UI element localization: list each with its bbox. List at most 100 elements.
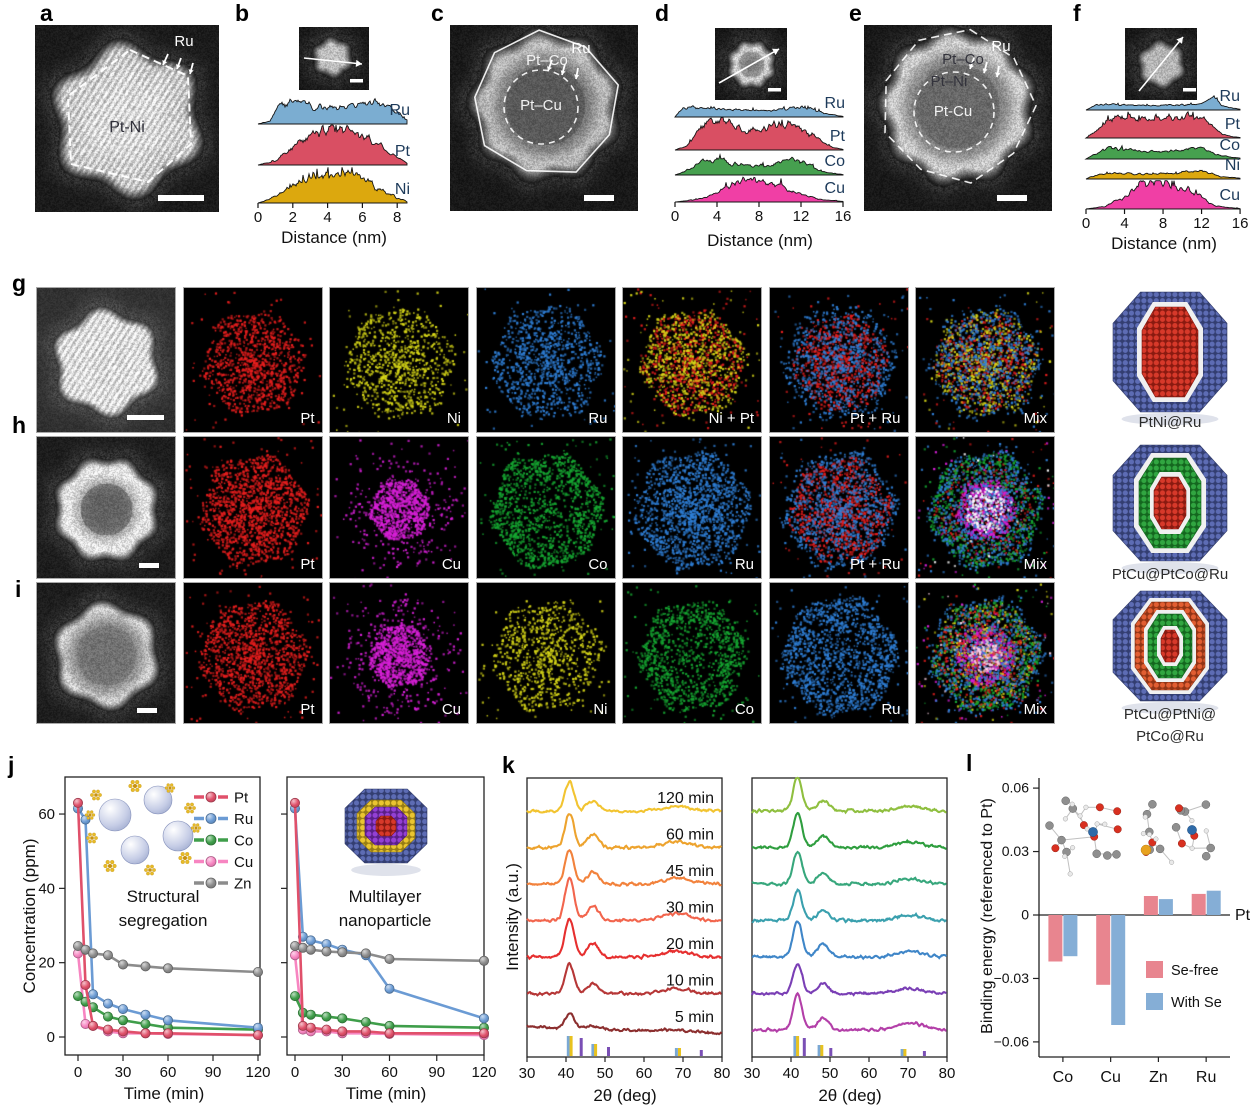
model-ptcu-ptni-ptco-ru-layer-6 <box>1160 629 1180 663</box>
atom-o <box>1148 838 1157 847</box>
gold-cluster-petal <box>186 809 190 814</box>
series-point-Cu <box>88 1020 99 1031</box>
bond <box>1079 815 1085 826</box>
xrd-reference-tick <box>569 1036 573 1056</box>
series-point-Cu <box>297 1024 308 1035</box>
bar-Cu-Se-free <box>1096 915 1111 985</box>
gold-cluster-core <box>90 836 94 840</box>
profile-f-Ni <box>1085 169 1241 180</box>
gold-cluster-petal <box>103 863 108 869</box>
x-tick-label: 60 <box>160 1064 177 1081</box>
atom-h <box>1153 836 1159 842</box>
gold-cluster-petal <box>92 832 96 837</box>
x-tick-label: 0 <box>254 209 262 226</box>
series-point-Pt <box>305 1022 316 1033</box>
eds-map-h-Co <box>476 436 616 579</box>
eds-map-i-Mix <box>915 582 1055 724</box>
model-i-label-line1: PtCu@PtNi@ <box>1123 706 1217 723</box>
model-ptcu-ptni-ptco-ru-layer-0 <box>1112 590 1228 702</box>
gold-cluster-petal <box>192 829 196 833</box>
series-point-Zn <box>305 944 316 955</box>
profile-label-d-Co: Co <box>825 153 846 170</box>
series-point-Co <box>360 1017 371 1028</box>
series-point-Ru <box>321 939 332 950</box>
gold-cluster-petal <box>86 810 90 814</box>
atom-o <box>1090 832 1099 841</box>
model-ptcu-ptco-ru-layer-1 <box>1134 453 1206 553</box>
model-ptcu-ptni-ptco-ru-layer-4 <box>1147 613 1193 679</box>
gold-cluster-petal <box>150 864 154 869</box>
j-right-inset-model-layer-3 <box>375 815 397 837</box>
y-tick-label: 0 <box>1021 907 1029 923</box>
bond <box>1180 809 1186 813</box>
atom-metal <box>1088 827 1098 837</box>
series-point-Pt <box>360 1026 371 1037</box>
legend-label-Cu: Cu <box>234 854 253 871</box>
bond <box>1072 808 1081 817</box>
bar-Zn-With Se <box>1158 899 1173 915</box>
series-point-Ru <box>88 989 99 1000</box>
profile-label-d-Pt: Pt <box>830 128 846 145</box>
profile-f-Pt <box>1084 110 1241 139</box>
gold-cluster-petal <box>170 783 174 787</box>
tem-e-shell-label: Pt–Co <box>942 51 984 68</box>
x-tick-label: 60 <box>861 1065 878 1082</box>
bond <box>1065 800 1073 805</box>
gold-cluster-petal <box>192 806 196 810</box>
series-point-Pt <box>118 1026 129 1037</box>
series-point-Co <box>118 1015 129 1026</box>
series-point-Co <box>305 1009 316 1020</box>
xrd-reference-tick <box>674 1048 678 1056</box>
j-right-inset-model-layer-1 <box>356 799 416 853</box>
series-point-Cu <box>162 1029 173 1040</box>
xrd-reference-tick <box>793 1036 797 1056</box>
atom-h <box>1069 801 1075 807</box>
x-tick-label: 90 <box>428 1064 445 1081</box>
gold-cluster-petal <box>90 810 94 814</box>
gold-cluster-petal <box>146 864 150 869</box>
eds-map-g-Ru <box>476 287 616 433</box>
series-point-Ru <box>305 935 316 946</box>
x-tick-label: 40 <box>558 1065 575 1082</box>
series-point-Pt <box>337 1026 348 1037</box>
atom-c <box>1045 821 1054 830</box>
atom-o <box>1175 804 1183 813</box>
gold-cluster-petal <box>96 789 100 794</box>
profile-b-Ru <box>257 97 408 125</box>
x-tick-label: 70 <box>900 1065 917 1082</box>
x-tick-label: 0 <box>291 1064 299 1081</box>
model-ptni-ru-layer-1 <box>1137 302 1203 402</box>
bar-Ru-Se-free <box>1191 893 1206 916</box>
atom-o <box>1142 848 1150 856</box>
series-point-Ru <box>360 950 371 961</box>
gold-cluster-core <box>88 813 92 817</box>
eds-map-i-Ni <box>476 582 616 724</box>
nanoparticle-sphere <box>162 820 194 852</box>
series-line-Co <box>77 995 259 1031</box>
bond <box>1093 836 1098 854</box>
eds-map-i-Ru <box>769 582 909 724</box>
x-tick-label: 80 <box>939 1065 956 1082</box>
bar-Ru-With Se <box>1206 890 1221 915</box>
legend-marker-Ru <box>205 813 217 824</box>
profile-b-Pt <box>257 124 408 166</box>
xrd-reference-tick <box>820 1045 824 1056</box>
bar-Co-Se-free <box>1048 915 1063 962</box>
bond <box>1096 823 1118 830</box>
bond <box>1064 851 1067 857</box>
series-point-Co <box>289 991 300 1002</box>
bond <box>1064 808 1074 820</box>
l-legend-label-1: With Se <box>1171 995 1222 1011</box>
bond <box>1093 823 1098 837</box>
gold-cluster-petal <box>94 836 98 840</box>
xrd-trace-5 <box>751 811 947 850</box>
x-tick-label: 0 <box>671 208 679 225</box>
x-tick-label: 30 <box>115 1064 132 1081</box>
line-profiles: Ru Pt Ni 0 2 4 6 8 Ru Pt Co Cu 0 4 8 12 16 Ru Pt Co Ni Cu 0 4 8 1… <box>254 88 1249 232</box>
gold-cluster-petal <box>88 839 92 844</box>
atom-o <box>1113 807 1122 816</box>
bond <box>1079 807 1087 817</box>
l-legend-label-0: Se-free <box>1171 963 1219 979</box>
series-point-Cu <box>80 1019 91 1030</box>
gold-cluster-petal <box>110 867 115 872</box>
